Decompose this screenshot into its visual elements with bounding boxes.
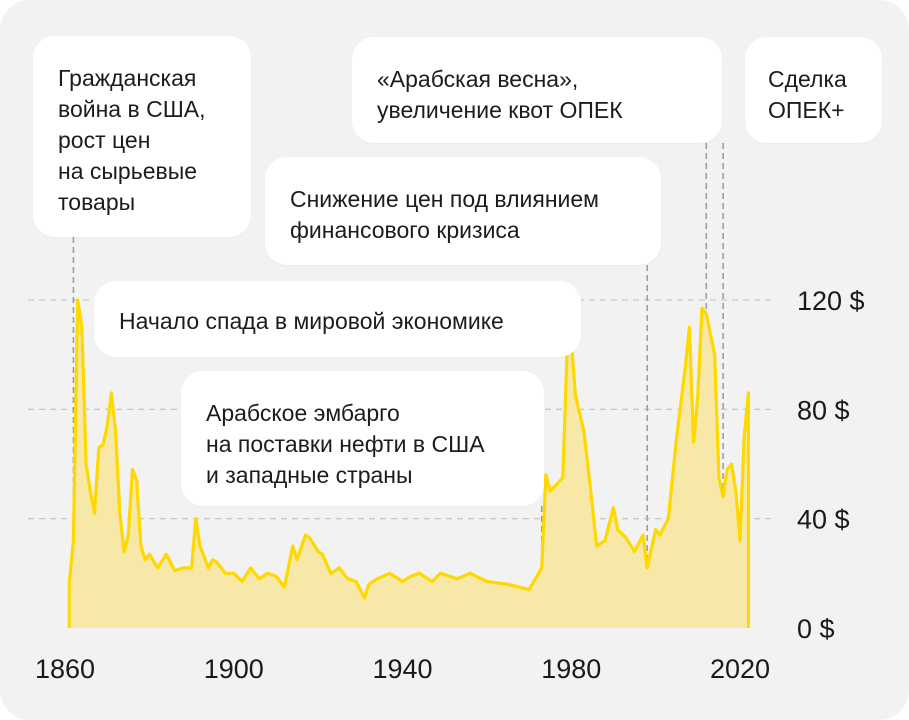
area-layer [67, 298, 750, 628]
annotation-opec-plus: Сделка ОПЕК+ [745, 37, 882, 143]
x-tick-label: 1940 [372, 654, 432, 684]
y-tick-label: 0 $ [797, 614, 835, 644]
price-line [67, 298, 750, 600]
annotation-world-recession: Начало спада в мировой экономике [94, 281, 581, 357]
annotation-civil-war: Гражданская война в США, рост цен на сыр… [33, 36, 251, 237]
x-tick-label: 2020 [710, 654, 770, 684]
x-tick-label: 1980 [541, 654, 601, 684]
y-tick-label: 80 $ [797, 395, 850, 425]
y-tick-label: 40 $ [797, 505, 850, 535]
y-tick-label: 120 $ [797, 286, 865, 316]
price-area [69, 300, 749, 628]
x-tick-label: 1900 [204, 654, 264, 684]
annotation-arab-embargo: Арабское эмбарго на поставки нефти в США… [181, 371, 544, 506]
annotation-financial-crisis: Снижение цен под влиянием финансового кр… [265, 157, 661, 265]
x-axis: 1860 1900 1940 1980 2020 [35, 654, 770, 684]
annotation-arab-spring: «Арабская весна», увеличение квот ОПЕК [352, 37, 722, 143]
y-axis: 0 $ 40 $ 80 $ 120 $ [797, 286, 865, 644]
x-tick-label: 1860 [35, 654, 95, 684]
